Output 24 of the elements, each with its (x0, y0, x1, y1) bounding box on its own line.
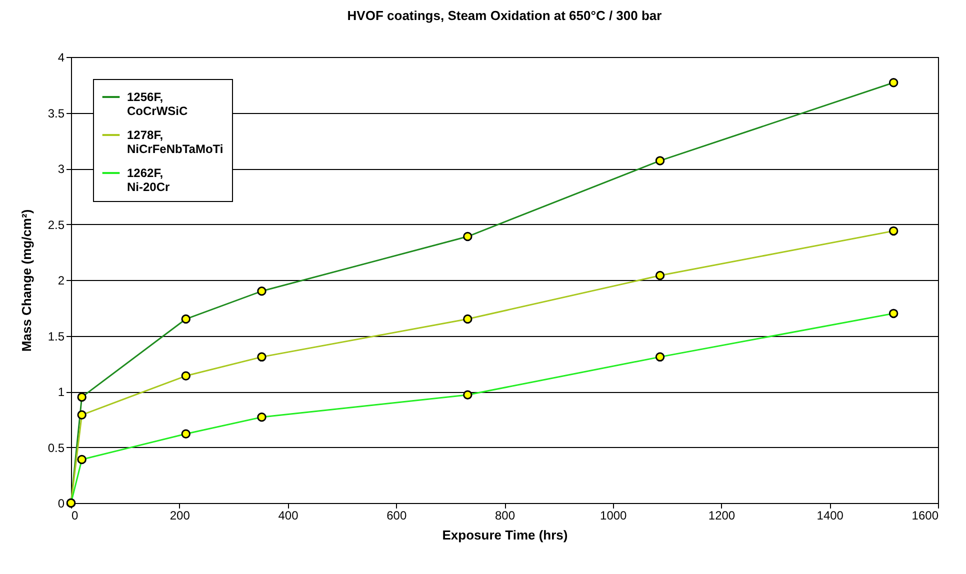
x-tick-label: 800 (494, 508, 516, 522)
x-tick-label: 1200 (708, 508, 736, 522)
x-tick-label: 400 (278, 508, 299, 522)
legend-label: 1256F, CoCrWSiC (127, 90, 188, 118)
y-tick-label: 1.5 (48, 329, 65, 344)
legend-label: 1278F, NiCrFeNbTaMoTi (127, 128, 224, 156)
y-tick-label: 3 (58, 162, 65, 176)
y-tick-label: 0.5 (48, 440, 65, 455)
x-tick-label: 0 (72, 508, 78, 522)
y-tick-label: 0 (58, 496, 65, 510)
x-axis-title: Exposure Time (hrs) (442, 528, 568, 542)
y-tick-label: 2.5 (48, 218, 65, 232)
legend-label: 1262F, Ni-20Cr (127, 166, 170, 194)
y-tick-label: 4 (58, 50, 65, 64)
x-tick-label: 1000 (600, 508, 628, 522)
y-tick-label: 2 (58, 274, 65, 288)
x-tick-label: 600 (386, 508, 407, 522)
x-tick-label: 1400 (816, 508, 844, 522)
y-tick-label: 3.5 (48, 106, 65, 120)
x-tick-label: 200 (170, 508, 190, 522)
x-tick-label: 1600 (912, 508, 939, 522)
y-tick-label: 1 (58, 385, 65, 399)
chart-title: HVOF coatings, Steam Oxidation at 650°C / 300 bar (347, 8, 662, 23)
y-axis-title: Mass Change (mg/cm²) (18, 209, 34, 352)
